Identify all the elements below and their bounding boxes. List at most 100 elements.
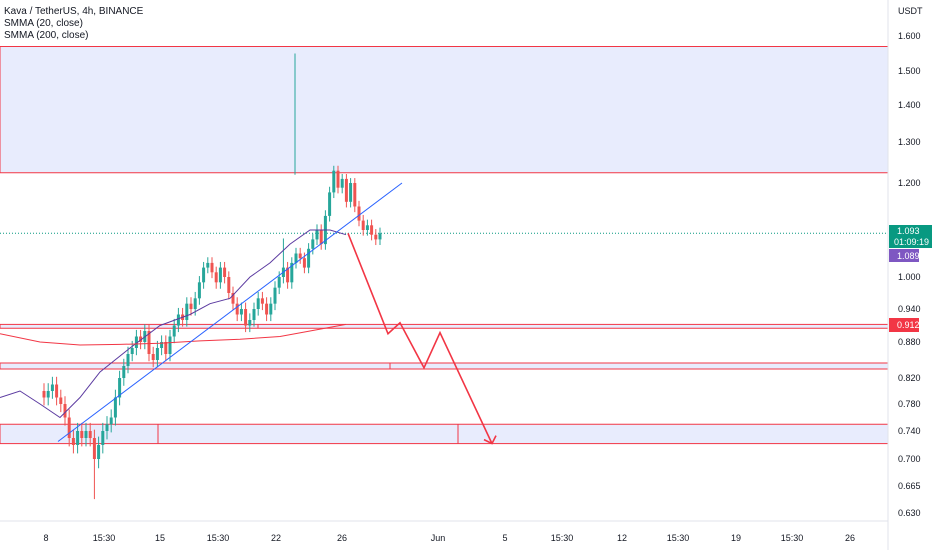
price-zone [0, 46, 889, 174]
countdown-value: 01:09:19 [894, 237, 929, 247]
candle-body [97, 445, 101, 459]
candle-body [336, 170, 340, 188]
candle-body [176, 314, 180, 326]
candle-body [340, 178, 344, 188]
candle-body [223, 267, 227, 277]
price-axis-label: 0.630 [898, 508, 921, 518]
candle-body [50, 384, 54, 391]
candle-body [277, 277, 281, 288]
price-axis-label: 0.940 [898, 304, 921, 314]
candle-body [227, 277, 231, 293]
candle-body [349, 183, 353, 202]
candle-body [235, 303, 239, 315]
price-axis-label: 1.400 [898, 100, 921, 110]
candle-body [193, 298, 197, 309]
projection-arrowhead [483, 435, 497, 445]
candle-body [84, 431, 88, 438]
trend-line [57, 182, 403, 442]
price-axis-label: 0.880 [898, 337, 921, 347]
price-zone [0, 323, 889, 329]
price-axis[interactable]: USDT 1.600 1.500 1.400 1.300 1.200 1.000 0.940… [898, 6, 923, 518]
candle-body [332, 170, 336, 193]
symbol-title: Kava / TetherUS, 4h, BINANCE [4, 6, 144, 17]
price-axis-label: 0.820 [898, 373, 921, 383]
projection-path [347, 232, 493, 444]
candle-body [197, 282, 201, 299]
candle-body [59, 397, 63, 404]
price-axis-label: 1.600 [898, 31, 921, 41]
candle-body [164, 342, 168, 354]
time-axis-label: Jun [431, 533, 446, 543]
candle-body [298, 253, 302, 259]
candle-body [67, 417, 71, 438]
candle-body [244, 309, 248, 326]
candle-body [113, 397, 117, 418]
candle-body [231, 293, 235, 304]
candle-body [210, 262, 214, 273]
price-zone [0, 362, 889, 370]
price-axis-label: 1.200 [898, 178, 921, 188]
candle-body [302, 258, 306, 268]
price-axis-label: 0.700 [898, 454, 921, 464]
candle-body [206, 262, 210, 268]
price-tags: 1.093 01:09:19 1.089 0.912 [889, 225, 932, 332]
candle-body [260, 298, 264, 304]
price-axis-label: 1.500 [898, 66, 921, 76]
candle-body [151, 354, 155, 360]
time-axis-label: 22 [271, 533, 281, 543]
candle-body [126, 354, 130, 366]
candle-body [256, 298, 260, 309]
candle-body [294, 253, 298, 263]
candle-body [315, 230, 319, 240]
candle-body [122, 366, 126, 378]
candle-body [290, 262, 294, 283]
candle-body [155, 348, 159, 360]
smma20-line [0, 229, 347, 419]
candlesticks [42, 53, 382, 500]
time-axis[interactable]: 8 15:30 15 15:30 22 26 Jun 5 15:30 12 15:30 19 15:30… [43, 533, 855, 543]
candle-body [130, 348, 134, 354]
candle-body [139, 336, 143, 342]
candle-body [134, 336, 138, 348]
candle-body [353, 183, 357, 207]
time-axis-label: 15:30 [667, 533, 690, 543]
last-price-tag [889, 225, 932, 248]
candle-body [92, 438, 96, 459]
candle-body [80, 431, 84, 438]
price-axis-label: 0.740 [898, 426, 921, 436]
level-value: 0.912 [897, 320, 920, 330]
smma20-value: 1.089 [897, 251, 920, 261]
candle-body [311, 239, 315, 249]
time-axis-label: 5 [502, 533, 507, 543]
candle-body [344, 178, 348, 202]
candle-body [76, 431, 80, 445]
candle-body [202, 267, 206, 283]
candle-body [248, 320, 252, 326]
candle-body [185, 303, 189, 320]
smma200-line [0, 323, 347, 346]
time-axis-label: 19 [731, 533, 741, 543]
time-axis-label: 15 [155, 533, 165, 543]
candle-body [252, 309, 256, 320]
price-axis-label: 0.780 [898, 399, 921, 409]
candle-body [218, 267, 222, 283]
smma200-legend: SMMA (200, close) [4, 30, 89, 41]
level-tag [889, 318, 919, 332]
candle-body [239, 309, 243, 315]
time-axis-label: 8 [43, 533, 48, 543]
candle-body [168, 336, 172, 354]
candle-body [328, 192, 332, 216]
price-axis-label: 1.000 [898, 272, 921, 282]
currency-label: USDT [898, 6, 923, 16]
candle-body [55, 384, 59, 398]
candle-body [273, 287, 277, 304]
smma20-legend: SMMA (20, close) [4, 18, 83, 29]
candle-body [378, 233, 382, 240]
time-axis-label: 15:30 [781, 533, 804, 543]
candle-body [365, 225, 369, 230]
candle-body [63, 404, 67, 418]
price-axis-label: 0.665 [898, 481, 921, 491]
candle-body [118, 378, 122, 398]
indicator-lines [0, 229, 347, 419]
